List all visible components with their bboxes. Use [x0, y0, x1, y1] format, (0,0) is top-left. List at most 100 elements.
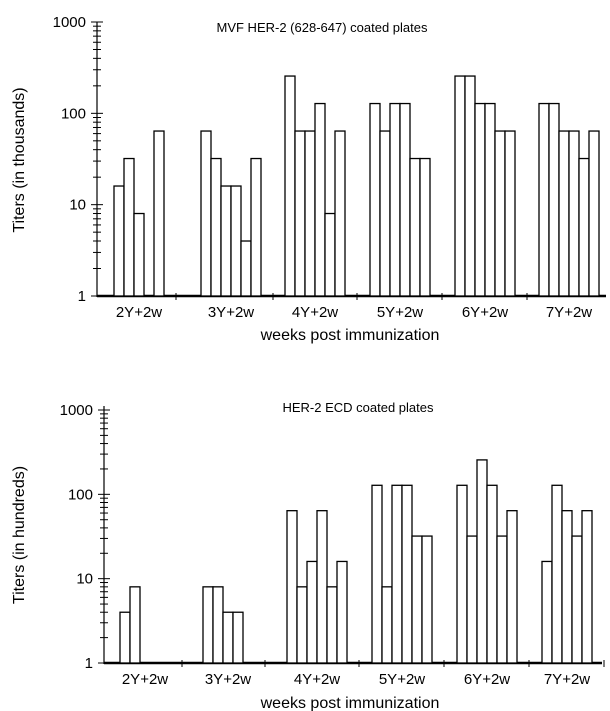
bar: [294, 130, 306, 297]
bar: [551, 484, 563, 664]
bar: [504, 130, 516, 297]
bar: [409, 157, 421, 297]
x-tick-label: 6Y+2w: [462, 304, 508, 321]
bar: [306, 560, 318, 664]
bar: [496, 535, 508, 664]
bar: [296, 586, 308, 664]
bar: [454, 75, 466, 297]
x-tick-label: 2Y+2w: [116, 304, 162, 321]
bar: [133, 212, 145, 297]
bar: [561, 510, 573, 664]
bar: [212, 586, 224, 664]
bar: [506, 510, 518, 664]
bar: [494, 130, 506, 297]
x-tick-label: 5Y+2w: [377, 304, 423, 321]
x-tick-label: 2Y+2w: [122, 671, 168, 688]
x-tick-label: 3Y+2w: [205, 671, 251, 688]
bar: [578, 157, 590, 297]
y-axis-ticks: [98, 409, 605, 667]
x-tick-labels: 2Y+2w 3Y+2w 4Y+2w 5Y+2w 6Y+2w 7Y+2w: [116, 304, 592, 321]
bar: [129, 586, 141, 664]
y-tick-label: 100: [61, 105, 86, 122]
bar: [456, 484, 468, 664]
bar: [371, 484, 383, 664]
bar: [548, 102, 560, 297]
y-tick-labels: 1 10 100 1000: [53, 14, 86, 305]
bar: [336, 560, 348, 664]
x-axis-label: weeks post immunization: [260, 327, 440, 344]
bar: [210, 157, 222, 297]
bar: [250, 157, 262, 297]
bar: [399, 102, 411, 297]
bar: [334, 130, 346, 297]
x-tick-label: 5Y+2w: [379, 671, 425, 688]
x-tick-label: 4Y+2w: [292, 304, 338, 321]
bar: [464, 75, 476, 297]
y-tick-label: 10: [69, 197, 86, 214]
y-tick-label: 100: [68, 486, 93, 503]
x-tick-label: 3Y+2w: [208, 304, 254, 321]
bar: [391, 484, 403, 664]
bar: [123, 157, 135, 297]
y-tick-labels: 1 10 100 1000: [60, 402, 93, 672]
bar: [588, 130, 600, 297]
bar: [581, 510, 593, 664]
x-tick-label: 7Y+2w: [546, 304, 592, 321]
bar: [314, 102, 326, 297]
y-tick-label: 1: [85, 655, 93, 672]
bar: [538, 102, 550, 297]
bar: [304, 130, 316, 297]
bar: [419, 157, 431, 297]
bar: [222, 611, 234, 664]
bars: [119, 459, 593, 664]
chart-title: HER-2 ECD coated plates: [282, 400, 434, 415]
bar: [381, 586, 393, 664]
bar: [541, 560, 553, 664]
bar: [153, 130, 165, 297]
y-tick-label: 1000: [60, 402, 93, 419]
bar: [568, 130, 580, 297]
y-axis-ticks: [91, 21, 528, 300]
bar: [326, 586, 338, 664]
bar: [571, 535, 583, 664]
bar: [411, 535, 423, 664]
bar: [486, 484, 498, 664]
bars: [113, 75, 600, 297]
bar: [202, 586, 214, 664]
chart-bottom: HER-2 ECD coated plates Titers (in hundr…: [11, 400, 605, 711]
bar: [421, 535, 433, 664]
bar: [316, 510, 328, 664]
bar: [369, 102, 381, 297]
bar: [401, 484, 413, 664]
y-tick-label: 1: [78, 288, 86, 305]
chart-title: MVF HER-2 (628-647) coated plates: [217, 20, 428, 35]
x-tick-label: 7Y+2w: [544, 671, 590, 688]
bar: [466, 535, 478, 664]
x-tick-label: 4Y+2w: [294, 671, 340, 688]
x-axis-label: weeks post immunization: [260, 695, 440, 711]
y-axis-label: Titers (in hundreds): [11, 466, 28, 604]
bar: [389, 102, 401, 297]
chart-top: MVF HER-2 (628-647) coated plates Titers…: [11, 14, 606, 344]
bar: [220, 185, 232, 297]
bar: [324, 212, 336, 297]
bar: [476, 459, 488, 664]
y-tick-label: 10: [76, 571, 93, 588]
y-tick-label: 1000: [53, 14, 86, 31]
bar: [240, 240, 252, 297]
bar: [284, 75, 296, 297]
bar: [230, 185, 242, 297]
bar: [558, 130, 570, 297]
bar: [484, 102, 496, 297]
x-tick-label: 6Y+2w: [464, 671, 510, 688]
x-tick-labels: 2Y+2w 3Y+2w 4Y+2w 5Y+2w 6Y+2w 7Y+2w: [122, 671, 590, 688]
bar: [474, 102, 486, 297]
bar: [232, 611, 244, 664]
bar: [200, 130, 212, 297]
bar: [286, 510, 298, 664]
bar: [119, 611, 131, 664]
y-axis-label: Titers (in thousands): [11, 87, 28, 232]
bar: [379, 130, 391, 297]
bar: [113, 185, 125, 297]
